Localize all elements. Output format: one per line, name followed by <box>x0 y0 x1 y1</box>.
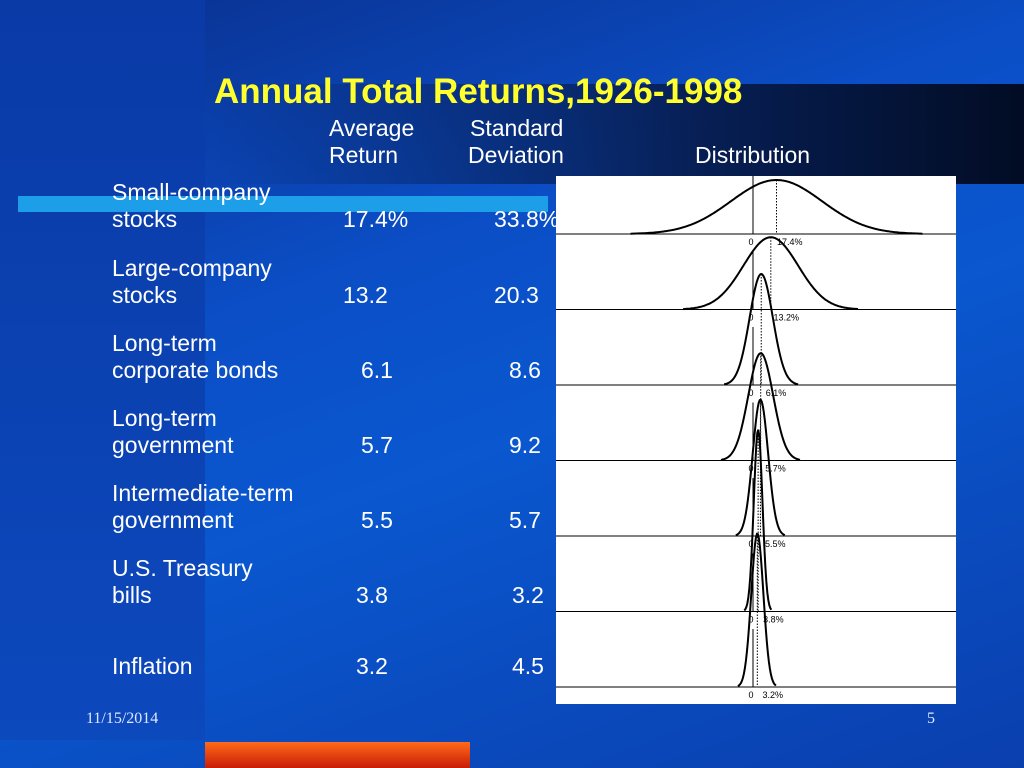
row-label-line1: Intermediate-term <box>112 480 294 506</box>
zero-tick-label: 0 <box>748 237 753 247</box>
row-label-line1: U.S. Treasury <box>112 555 253 581</box>
row-label-line2: stocks <box>112 282 178 308</box>
row-label-line2: government <box>112 432 234 458</box>
header-average-line2: Return <box>329 142 399 168</box>
slide-title: Annual Total Returns,1926-1998 <box>214 72 743 111</box>
mean-tick-label: 5.5% <box>765 539 786 549</box>
row-average-return: 13.2 <box>343 282 388 308</box>
distribution-curve <box>737 532 777 687</box>
cyan-accent-bar <box>18 196 548 212</box>
left-background-band <box>0 0 205 740</box>
footer-date: 11/15/2014 <box>86 710 159 727</box>
row-average-return: 5.5 <box>361 507 393 533</box>
zero-tick-label: 0 <box>748 690 753 700</box>
row-label-line1: Small-company <box>112 179 271 205</box>
row-label-line2: stocks <box>112 206 178 232</box>
row-standard-deviation: 5.7 <box>509 507 541 533</box>
row-label-line1: Long-term <box>112 330 217 356</box>
zero-tick-label: 0 <box>748 539 753 549</box>
orange-accent-bar <box>205 742 470 768</box>
zero-tick-label: 0 <box>748 615 753 625</box>
header-dark-band <box>210 84 1024 184</box>
distribution-panel: 0 17.4%0 13.2%0 6.1%0 5.7%0 5.5%0 3.8%0 3.2% <box>556 176 956 704</box>
row-standard-deviation: 20.3 <box>494 282 539 308</box>
row-average-return: 3.8 <box>356 582 388 608</box>
row-standard-deviation: 3.2 <box>512 582 544 608</box>
zero-tick-label: 0 <box>748 388 753 398</box>
row-label-line2: bills <box>112 582 152 608</box>
zero-tick-label: 0 <box>748 313 753 323</box>
distribution-curve <box>723 272 799 386</box>
mean-tick-label: 6.1% <box>766 388 787 398</box>
row-standard-deviation: 4.5 <box>512 653 544 679</box>
row-standard-deviation: 9.2 <box>509 432 541 458</box>
row-label-line2: government <box>112 507 234 533</box>
row-label-line1: Large-company <box>112 255 272 281</box>
row-label-inflation: Inflation <box>112 653 193 679</box>
header-stdev-line1: Standard <box>470 115 564 141</box>
distribution-curve <box>743 429 773 612</box>
footer-page-number: 5 <box>927 710 935 727</box>
header-stdev-line2: Deviation <box>468 142 564 168</box>
header-average-line1: Average <box>329 115 415 141</box>
row-average-return: 17.4% <box>343 206 409 232</box>
row-average-return: 5.7 <box>361 432 393 458</box>
mean-tick-label: 3.2% <box>763 690 784 700</box>
distribution-curve <box>735 398 786 537</box>
row-average-return: 3.2 <box>356 653 388 679</box>
header-distribution: Distribution <box>695 142 811 168</box>
mean-tick-label: 17.4% <box>777 237 803 247</box>
mean-tick-label: 5.7% <box>765 464 786 474</box>
mean-tick-label: 13.2% <box>774 313 800 323</box>
row-standard-deviation: 8.6 <box>509 357 541 383</box>
distribution-curve <box>720 352 801 461</box>
row-label-line1: Long-term <box>112 405 217 431</box>
row-label-line2: corporate bonds <box>112 357 279 383</box>
mean-tick-label: 3.8% <box>763 615 784 625</box>
distribution-curve <box>683 236 859 311</box>
distribution-curve <box>630 179 923 235</box>
row-standard-deviation: 33.8% <box>494 206 560 232</box>
row-average-return: 6.1 <box>361 357 393 383</box>
